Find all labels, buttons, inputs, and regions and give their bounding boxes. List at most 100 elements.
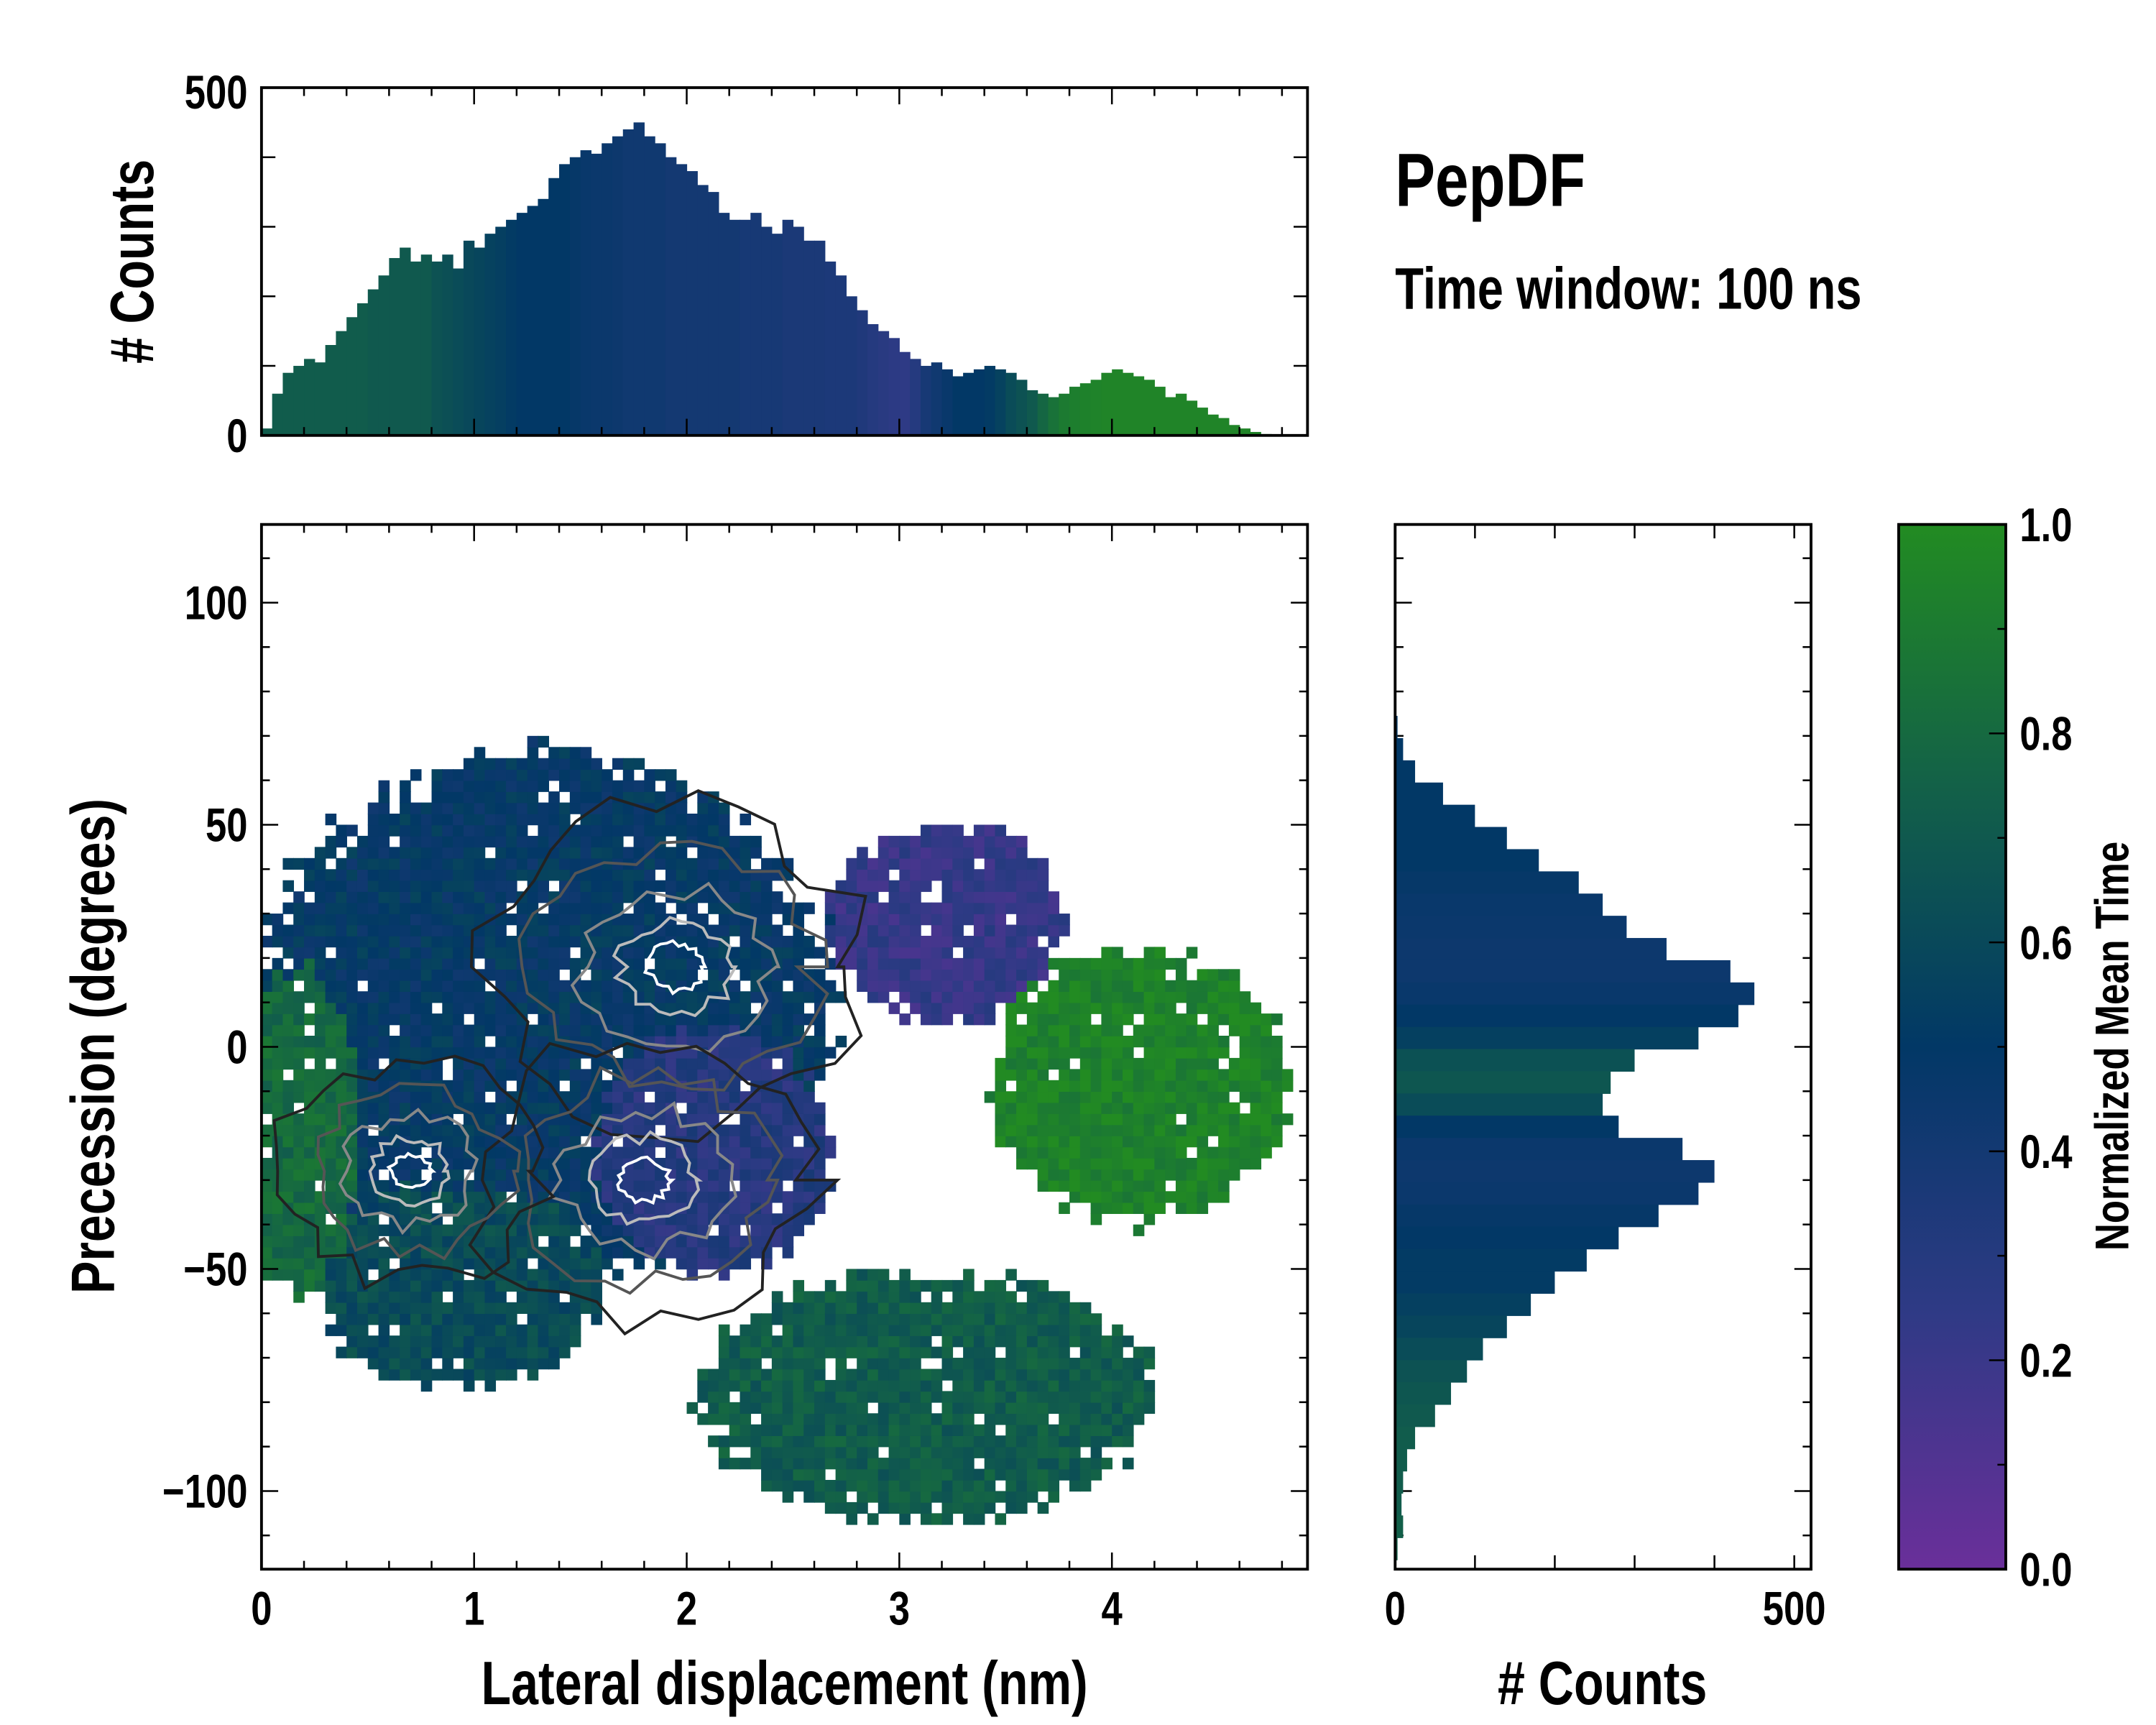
heatmap-cell: [1165, 1102, 1176, 1114]
heatmap-cell: [665, 824, 677, 837]
heatmap-cell: [580, 880, 592, 892]
heatmap-cell: [1059, 1358, 1070, 1370]
heatmap-cell: [538, 1013, 550, 1026]
heatmap-cell: [1079, 1424, 1092, 1436]
heatmap-cell: [888, 1480, 900, 1492]
heatmap-cell: [995, 1313, 1007, 1325]
heatmap-cell: [569, 747, 581, 759]
heatmap-cell: [1133, 1413, 1145, 1425]
heatmap-cell: [995, 1302, 1007, 1315]
heatmap-cell: [282, 1036, 295, 1048]
heatmap-cell: [963, 1468, 975, 1481]
heatmap-cell: [846, 1379, 857, 1392]
right-histogram-bar: [1395, 1116, 1619, 1138]
heatmap-cell: [527, 1046, 539, 1059]
heatmap-cell: [1122, 1091, 1134, 1103]
heatmap-cell: [1026, 1391, 1038, 1403]
heatmap-cell: [846, 1468, 857, 1481]
heatmap-cell: [740, 1346, 752, 1358]
heatmap-cell: [1261, 1057, 1272, 1070]
heatmap-cell: [740, 1136, 752, 1148]
heatmap-cell: [516, 914, 528, 926]
heatmap-cell: [963, 1480, 975, 1492]
heatmap-cell: [495, 1302, 507, 1315]
heatmap-cell: [814, 1013, 826, 1026]
heatmap-cell: [463, 1224, 475, 1236]
heatmap-cell: [1122, 1191, 1134, 1203]
heatmap-cell: [420, 1179, 433, 1192]
heatmap-cell: [1218, 1179, 1230, 1192]
heatmap-cell: [336, 857, 347, 870]
heatmap-cell: [740, 880, 752, 892]
heatmap-cell: [877, 1402, 890, 1414]
heatmap-cell: [877, 847, 890, 859]
heatmap-cell: [538, 1358, 550, 1370]
heatmap-cell: [984, 957, 996, 970]
heatmap-cell: [857, 1346, 868, 1358]
heatmap-cell: [995, 1102, 1007, 1114]
heatmap-cell: [442, 891, 453, 903]
heatmap-cell: [899, 847, 911, 859]
heatmap-cell: [1122, 957, 1134, 970]
heatmap-cell: [1175, 1091, 1187, 1103]
heatmap-cell: [356, 869, 369, 881]
heatmap-cell: [378, 914, 390, 926]
heatmap-cell: [1218, 1169, 1230, 1181]
heatmap-cell: [378, 1069, 390, 1081]
heatmap-cell: [824, 1413, 837, 1425]
heatmap-cell: [431, 980, 443, 992]
heatmap-cell: [963, 1501, 975, 1514]
heatmap-cell: [920, 1468, 932, 1481]
heatmap-cell: [1016, 880, 1028, 892]
heatmap-cell: [867, 1491, 879, 1503]
heatmap-cell: [803, 980, 815, 992]
heatmap-cell: [527, 847, 539, 859]
heatmap-cell: [1026, 1413, 1038, 1425]
heatmap-cell: [506, 891, 517, 903]
heatmap-cell: [378, 891, 390, 903]
heatmap-cell: [920, 969, 932, 981]
heatmap-cell: [622, 824, 635, 837]
heatmap-cell: [1037, 902, 1049, 914]
heatmap-cell: [676, 847, 688, 859]
heatmap-cell: [952, 1501, 964, 1514]
heatmap-cell: [1197, 1202, 1209, 1214]
heatmap-cell: [400, 802, 411, 814]
heatmap-cell: [952, 1468, 964, 1481]
heatmap-cell: [495, 1368, 507, 1381]
heatmap-cell: [952, 869, 964, 881]
heatmap-cell: [973, 924, 985, 937]
heatmap-cell: [1026, 980, 1038, 992]
heatmap-cell: [1143, 969, 1156, 981]
heatmap-cell: [1239, 1046, 1251, 1059]
top-histogram-bar: [1112, 369, 1123, 436]
heatmap-cell: [835, 1501, 847, 1514]
heatmap-cell: [304, 1124, 315, 1136]
heatmap-cell: [729, 1236, 741, 1248]
heatmap-cell: [655, 991, 666, 1003]
heatmap-cell: [952, 914, 964, 926]
heatmap-cell: [708, 1391, 719, 1403]
heatmap-cell: [920, 914, 932, 926]
heatmap-cell: [984, 1013, 996, 1026]
heatmap-cell: [941, 880, 954, 892]
heatmap-cell: [1005, 1269, 1017, 1281]
heatmap-cell: [569, 824, 581, 837]
heatmap-cell: [867, 947, 879, 959]
heatmap-cell: [1186, 1013, 1198, 1026]
heatmap-cell: [580, 1236, 592, 1248]
heatmap-cell: [718, 1335, 730, 1348]
heatmap-cell: [995, 1057, 1007, 1070]
heatmap-cell: [304, 857, 315, 870]
heatmap-cell: [867, 1379, 879, 1392]
heatmap-cell: [569, 1146, 581, 1159]
heatmap-cell: [1165, 1091, 1176, 1103]
heatmap-cell: [314, 1124, 326, 1136]
heatmap-cell: [782, 1413, 794, 1425]
heatmap-cell: [1197, 1080, 1209, 1092]
heatmap-cell: [729, 1080, 741, 1092]
heatmap-cell: [1059, 1458, 1070, 1470]
heatmap-cell: [410, 802, 422, 814]
heatmap-cell: [484, 1169, 497, 1181]
heatmap-cell: [963, 1379, 975, 1392]
